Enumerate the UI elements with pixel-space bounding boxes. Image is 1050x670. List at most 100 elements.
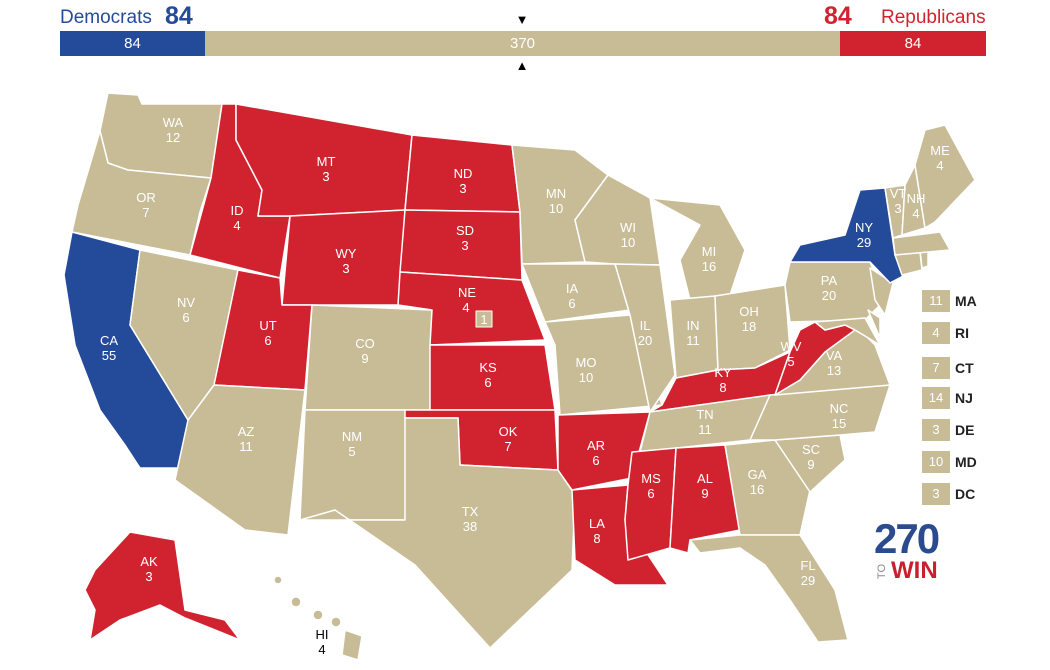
state-ev-tn: 11 [698, 422, 712, 437]
state-label-wi: WI [620, 220, 636, 235]
state-ev-ok: 7 [504, 439, 511, 454]
state-ev-ms: 6 [647, 486, 654, 501]
state-label-ne: NE [458, 285, 476, 300]
state-label-me: ME [930, 143, 950, 158]
democrats-label: Democrats [60, 7, 152, 28]
legend-ev-nj[interactable]: 14 [922, 387, 950, 409]
state-label-mt: MT [317, 154, 336, 169]
state-label-mo: MO [576, 355, 597, 370]
legend-label-ma: MA [955, 293, 977, 309]
state-FL[interactable] [689, 534, 849, 643]
state-ev-hi: 4 [318, 642, 325, 657]
state-ME[interactable] [914, 124, 976, 229]
state-ev-co: 9 [361, 351, 368, 366]
state-AZ[interactable] [174, 384, 306, 536]
state-ev-la: 8 [593, 531, 600, 546]
state-label-ar: AR [587, 438, 605, 453]
triangle-down-icon: ▼ [515, 12, 529, 27]
state-HI[interactable] [273, 575, 363, 661]
state-labels: WA12OR7CA55NV6ID4MT3WY3UT6AZ11CO9NM5ND3S… [100, 115, 950, 657]
state-label-nm: NM [342, 429, 362, 444]
legend-ev-md[interactable]: 10 [922, 451, 950, 473]
state-ev-va: 13 [827, 363, 841, 378]
state-MI[interactable] [649, 197, 746, 301]
state-label-ia: IA [566, 281, 579, 296]
dem-segment: 84 [60, 31, 205, 56]
state-label-nc: NC [830, 401, 849, 416]
state-ev-sc: 9 [807, 457, 814, 472]
state-MD[interactable] [814, 317, 881, 346]
state-label-nh: NH [907, 191, 926, 206]
state-ev-me: 4 [936, 158, 943, 173]
state-AR[interactable] [557, 411, 651, 491]
state-label-tx: TX [462, 504, 479, 519]
state-ev-tx: 38 [463, 519, 477, 534]
state-label-mn: MN [546, 186, 566, 201]
state-ev-wi: 10 [621, 235, 635, 250]
state-ev-wy: 3 [342, 261, 349, 276]
state-DE[interactable] [867, 309, 881, 339]
state-ev-ny: 29 [857, 235, 871, 250]
state-label-ak: AK [140, 554, 158, 569]
state-ev-ak: 3 [145, 569, 152, 584]
state-MO[interactable] [544, 314, 663, 416]
state-label-tn: TN [696, 407, 713, 422]
republicans-label: Republicans [881, 7, 986, 28]
state-ev-mn: 10 [549, 201, 563, 216]
state-label-va: VA [826, 348, 843, 363]
logo-number: 270 [874, 515, 940, 562]
state-label-ca: CA [100, 333, 118, 348]
state-ev-al: 9 [701, 486, 708, 501]
logo-win: WIN [891, 557, 938, 584]
rep-segment: 84 [840, 31, 986, 56]
state-IL[interactable] [614, 263, 676, 413]
state-label-in: IN [687, 318, 700, 333]
state-OR[interactable] [71, 130, 212, 256]
state-ev-il: 20 [638, 333, 652, 348]
state-ev-ga: 16 [750, 482, 764, 497]
state-ev-nd: 3 [459, 181, 466, 196]
state-label-sc: SC [802, 442, 820, 457]
state-label-vt: VT [890, 186, 907, 201]
legend-ev-ri[interactable]: 4 [922, 322, 950, 344]
state-MA[interactable] [892, 231, 951, 256]
legend-ev-ct[interactable]: 7 [922, 357, 950, 379]
state-label-pa: PA [821, 273, 838, 288]
legend-ev-dc[interactable]: 3 [922, 483, 950, 505]
state-GA[interactable] [724, 439, 811, 536]
state-WA[interactable] [99, 92, 223, 179]
legend-ev-de[interactable]: 3 [922, 419, 950, 441]
legend-ev-ma[interactable]: 11 [922, 290, 950, 312]
tossup-segment: 370 [205, 31, 840, 56]
state-ev-wv: 5 [787, 354, 794, 369]
state-label-co: CO [355, 336, 375, 351]
state-ev-nm: 5 [348, 444, 355, 459]
state-KS[interactable] [429, 344, 556, 411]
state-AK[interactable] [84, 531, 241, 641]
republicans-total: 84 [824, 2, 852, 30]
state-OH[interactable] [714, 284, 791, 371]
state-ev-wa: 12 [166, 130, 180, 145]
state-ev-sd: 3 [461, 238, 468, 253]
state-MS[interactable] [624, 447, 677, 561]
legend-label-md: MD [955, 454, 977, 470]
legend-label-dc: DC [955, 486, 976, 502]
state-ev-nv: 6 [182, 310, 189, 325]
state-ev-ia: 6 [568, 296, 575, 311]
logo-to: TO [876, 564, 888, 580]
state-ev-vt: 3 [894, 201, 901, 216]
democrats-total: 84 [165, 2, 193, 30]
state-NM[interactable] [299, 409, 411, 521]
state-label-ga: GA [748, 467, 767, 482]
state-ev-oh: 18 [742, 319, 756, 334]
state-label-nd: ND [454, 166, 473, 181]
ne-district-box [475, 310, 493, 328]
state-label-or: OR [136, 190, 156, 205]
state-label-fl: FL [800, 558, 815, 573]
state-label-ms: MS [641, 471, 661, 486]
state-TX[interactable] [299, 417, 576, 649]
state-ev-ne: 4 [462, 300, 469, 315]
state-label-ok: OK [499, 424, 518, 439]
triangle-up-icon: ▲ [515, 58, 529, 73]
legend-label-de: DE [955, 422, 975, 438]
